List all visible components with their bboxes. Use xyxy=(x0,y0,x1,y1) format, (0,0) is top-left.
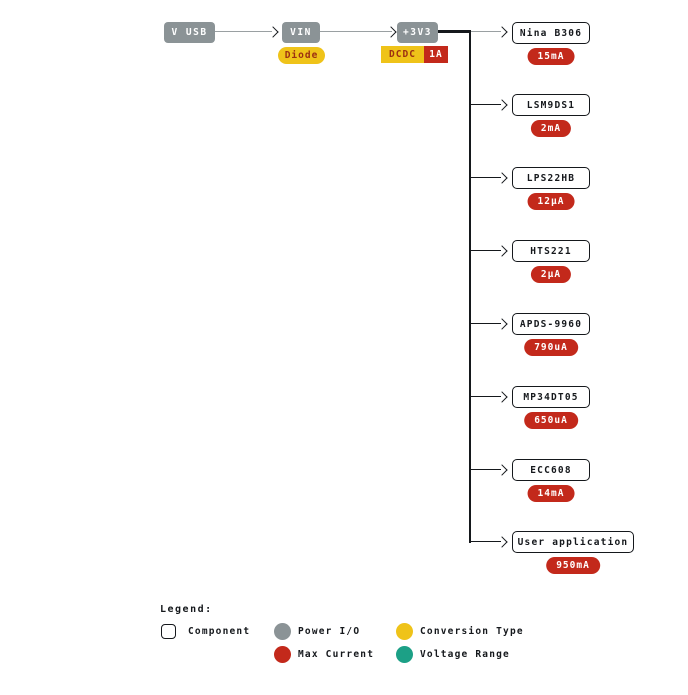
component-label: User application xyxy=(517,536,629,548)
node-vin-label: VIN xyxy=(290,27,312,38)
component-box-apds-9960: APDS-9960 xyxy=(512,313,590,335)
component-box-lps22hb: LPS22HB xyxy=(512,167,590,189)
arrowhead-icon xyxy=(496,536,508,548)
component-label: MP34DT05 xyxy=(523,391,579,403)
legend-conversion-type-swatch xyxy=(396,623,413,640)
max-current-badge: 14mA xyxy=(527,485,575,502)
component-box-nina-b306: Nina B306 xyxy=(512,22,590,44)
arrowhead-icon xyxy=(496,464,508,476)
component-label: LPS22HB xyxy=(526,172,576,184)
legend-component-swatch xyxy=(161,624,176,639)
max-current-badge: 650uA xyxy=(524,412,578,429)
branch-line xyxy=(471,250,501,251)
legend-conversion-type-label: Conversion Type xyxy=(420,626,524,637)
component-label: HTS221 xyxy=(530,245,572,257)
trunk-horizontal-segment xyxy=(438,30,471,33)
arrowhead-3v3-icon xyxy=(385,26,397,38)
arrowhead-icon xyxy=(496,245,508,257)
branch-line xyxy=(471,396,501,397)
trunk-vertical-line xyxy=(469,31,471,543)
node-vin: VIN xyxy=(282,22,320,43)
arrowhead-icon xyxy=(496,26,508,38)
component-box-user-application: User application xyxy=(512,531,634,553)
node-v-usb: V USB xyxy=(164,22,215,43)
branch-line xyxy=(471,104,501,105)
component-box-mp34dt05: MP34DT05 xyxy=(512,386,590,408)
max-current-badge: 2µA xyxy=(530,266,572,283)
component-label: Nina B306 xyxy=(519,27,583,39)
dcdc-max-current-badge: 1A xyxy=(424,46,448,63)
arrowhead-icon xyxy=(496,172,508,184)
branch-line xyxy=(471,541,501,542)
node-3v3-label: +3V3 xyxy=(403,27,432,38)
legend-power-io-label: Power I/O xyxy=(298,626,361,637)
max-current-badge: 790uA xyxy=(524,339,578,356)
max-current-badge: 950mA xyxy=(546,557,600,574)
node-3v3: +3V3 xyxy=(397,22,438,43)
branch-line xyxy=(471,31,501,32)
component-label: APDS-9960 xyxy=(519,318,583,330)
component-box-hts221: HTS221 xyxy=(512,240,590,262)
max-current-badge: 12µA xyxy=(527,193,575,210)
component-label: LSM9DS1 xyxy=(526,99,576,111)
component-box-lsm9ds1: LSM9DS1 xyxy=(512,94,590,116)
max-current-badge: 2mA xyxy=(530,120,572,137)
arrowhead-icon xyxy=(496,99,508,111)
component-label: ECC608 xyxy=(530,464,572,476)
arrowhead-vin-icon xyxy=(267,26,279,38)
legend-power-io-swatch xyxy=(274,623,291,640)
dcdc-conversion-badge: DCDC xyxy=(381,46,424,63)
legend-component-label: Component xyxy=(188,626,251,637)
legend-max-current-swatch xyxy=(274,646,291,663)
component-box-ecc608: ECC608 xyxy=(512,459,590,481)
vin-conversion-badge: Diode xyxy=(278,47,325,64)
legend-voltage-range-swatch xyxy=(396,646,413,663)
node-v-usb-label: V USB xyxy=(171,27,208,38)
legend-voltage-range-label: Voltage Range xyxy=(420,649,510,660)
arrowhead-icon xyxy=(496,391,508,403)
max-current-badge: 15mA xyxy=(527,48,575,65)
legend-max-current-label: Max Current xyxy=(298,649,375,660)
legend-title: Legend: xyxy=(160,604,213,615)
connector-vin-3v3 xyxy=(320,31,392,32)
connector-vusb-vin xyxy=(215,31,272,32)
branch-line xyxy=(471,469,501,470)
branch-line xyxy=(471,177,501,178)
arrowhead-icon xyxy=(496,318,508,330)
branch-line xyxy=(471,323,501,324)
